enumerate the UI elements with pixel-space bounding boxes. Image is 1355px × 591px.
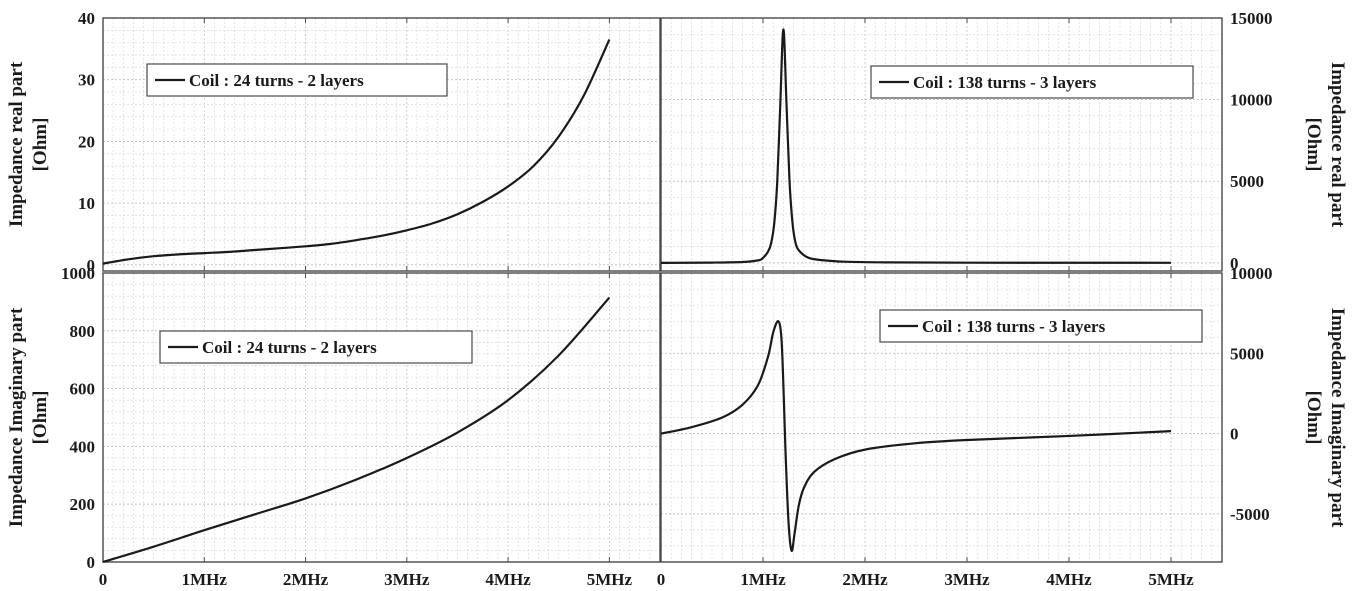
legend-label: Coil : 24 turns - 2 layers [189,71,364,90]
series-line [660,320,1172,552]
legend-box [146,63,448,97]
y-axis-label: Impedance real part[Ohm] [6,61,51,227]
y-tick-label: 0 [1230,425,1239,444]
y-axis-label-line: [Ohm] [30,118,51,172]
x-tick-label: 4MHz [1046,570,1092,589]
y-tick-label: 30 [78,71,95,90]
y-tick-label: 10 [78,194,95,213]
x-tick-label: 1MHz [182,570,228,589]
x-tick-label: 4MHz [485,570,531,589]
y-axis-label-line: Impedance real part [6,61,27,227]
x-tick-label: 3MHz [384,570,430,589]
x-tick-label: 2MHz [283,570,329,589]
axes-frame [102,17,661,272]
panel-bottom-right: -5000 0 5000 10000 0 1MHz 2MHz 3MHz 4MHz 5MHz Impe… [657,264,1348,589]
y-tick-label: 0 [1230,254,1239,273]
axes-frame [102,272,661,563]
y-axis-label-line: [Ohm] [1303,391,1324,445]
series-line [102,296,611,564]
y-tick-label: 20 [78,132,95,151]
x-tick-label: 1MHz [740,570,786,589]
y-tick-label: 200 [70,495,96,514]
x-tick-label: 0 [657,570,666,589]
legend: Coil : 138 turns - 3 layers [870,65,1194,99]
y-tick-label: 400 [70,437,96,456]
panel-top-right: 0 5000 10000 15000 Impedance real part[Ohm] C… [660,9,1348,273]
legend-label: Coil : 138 turns - 3 layers [922,317,1106,336]
y-tick-label: 10000 [1230,91,1273,110]
y-axis-label-line: [Ohm] [1303,118,1324,172]
grid-lines [102,17,661,271]
x-tick-label: 3MHz [944,570,990,589]
legend: Coil : 138 turns - 3 layers [879,309,1203,343]
y-tick-label: 0 [87,553,96,572]
y-axis-label-line: Impedance Imaginary part [1327,308,1348,528]
legend-box [879,309,1203,343]
x-tick-label: 5MHz [1148,570,1194,589]
panel-bottom-left: 0 200 400 600 800 1000 0 1MHz 2MHz 3MHz 4MHz 5MHz Im… [6,264,661,589]
y-axis-label: Impedance Imaginary part[Ohm] [1303,308,1348,528]
x-tick-label: 0 [99,570,108,589]
panel-top-left: 0 10 20 30 40 Impedance real part [Ohm] Coil : … [6,9,661,275]
legend-label: Coil : 138 turns - 3 layers [913,73,1097,92]
y-axis-label-line: Impedance Imaginary part [6,307,27,527]
y-tick-label: 5000 [1230,172,1264,191]
y-tick-label: 600 [70,380,96,399]
y-tick-label: 10000 [1230,264,1273,283]
axes-frame [660,272,1223,563]
y-tick-label: 0 [87,256,96,275]
grid-lines [660,17,1223,271]
y-axis-label-line: [Ohm] [30,391,51,445]
y-tick-label: 1000 [61,264,95,283]
series-line [660,28,1172,264]
y-tick-label: -5000 [1230,505,1270,524]
y-tick-label: 800 [70,322,96,341]
legend-label: Coil : 24 turns - 2 layers [202,338,377,357]
y-tick-label: 40 [78,9,95,28]
y-axis-label: Impedance real part[Ohm] [1303,62,1348,228]
x-tick-label: 2MHz [842,570,888,589]
axes-frame [660,17,1223,272]
legend: Coil : 24 turns - 2 layers [146,63,448,97]
y-axis-label-line: Impedance real part [1327,62,1348,228]
legend-box [870,65,1194,99]
series-line [102,39,611,265]
grid-lines [102,272,661,563]
legend: Coil : 24 turns - 2 layers [159,330,473,364]
legend-box [159,330,473,364]
y-tick-label: 15000 [1230,9,1273,28]
x-tick-label: 5MHz [587,570,633,589]
y-axis-label: Impedance Imaginary part[Ohm] [6,307,51,527]
y-tick-label: 5000 [1230,344,1264,363]
